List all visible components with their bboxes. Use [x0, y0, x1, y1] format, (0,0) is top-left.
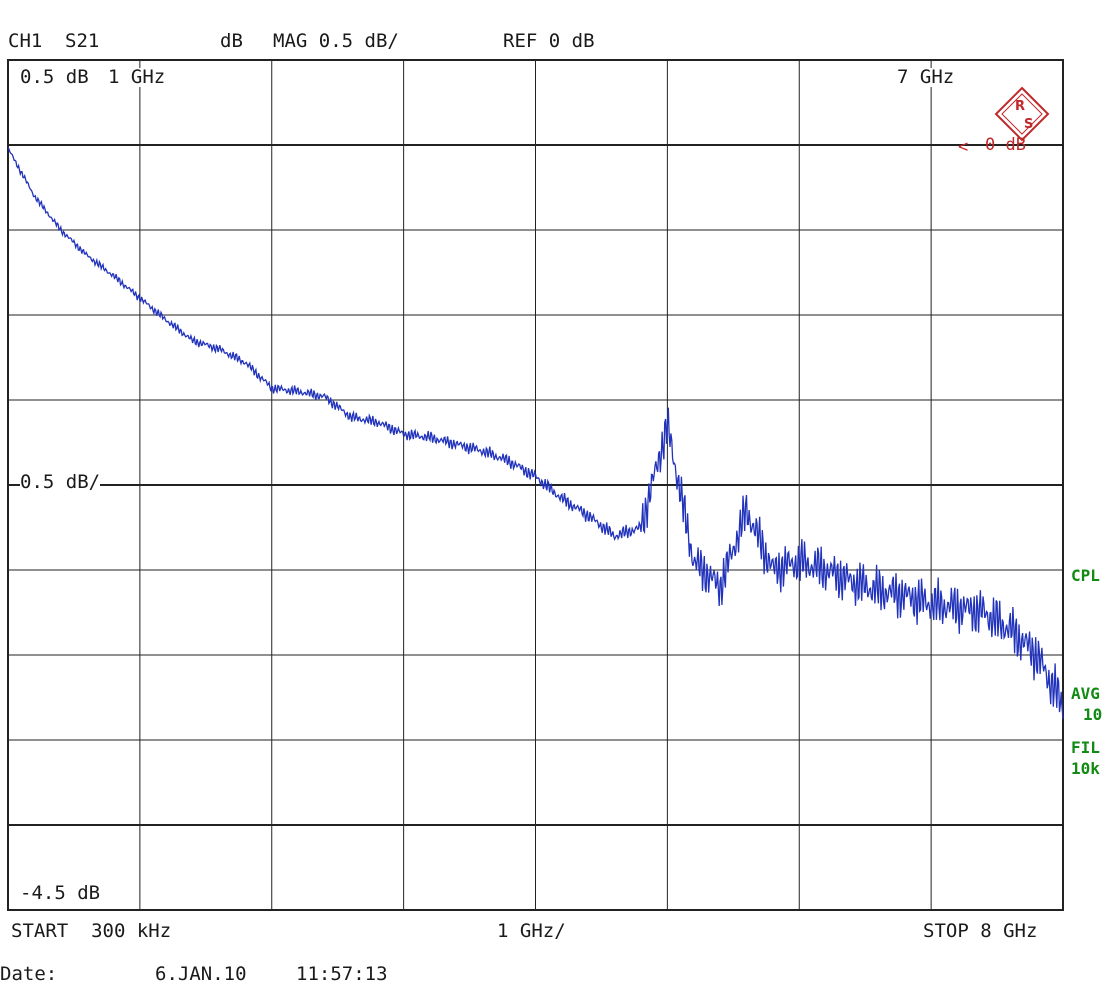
top-scale-label: 0.5 dB — [20, 66, 89, 88]
svg-text:S: S — [1024, 117, 1033, 132]
bottom-scale-label: -4.5 dB — [20, 882, 101, 904]
format-label: dB — [220, 30, 243, 52]
trace-group — [7, 147, 1064, 719]
trace-line-1 — [7, 147, 1064, 719]
time-value: 11:57:13 — [296, 963, 388, 985]
date-label: Date: — [0, 963, 58, 985]
channel-label: CH1 — [8, 30, 43, 52]
fil-label: FIL — [1071, 738, 1100, 757]
start-label: START 300 kHz — [11, 920, 172, 942]
cpl-label: CPL — [1071, 566, 1100, 585]
mid-scale-label: 0.5 dB/ — [20, 471, 101, 493]
svg-text:R: R — [1015, 99, 1025, 114]
marker-7-label: 7 GHz — [897, 66, 955, 88]
grid — [7, 59, 1064, 911]
rs-logo-icon: R S — [994, 86, 1050, 142]
span-label: 1 GHz/ — [497, 920, 566, 942]
fil-value: 10k — [1071, 759, 1100, 778]
parameter-label: S21 — [65, 30, 100, 52]
scale-label: MAG 0.5 dB/ — [273, 30, 399, 52]
avg-label: AVG — [1071, 684, 1100, 703]
date-value: 6.JAN.10 — [155, 963, 247, 985]
ref-marker-arrow: < — [958, 137, 968, 157]
avg-value: 10 — [1083, 705, 1103, 724]
ref-marker-label: 0 dB — [985, 135, 1026, 155]
reference-label: REF 0 dB — [503, 30, 595, 52]
marker-1-label: 1 GHz — [108, 66, 166, 88]
stop-label: STOP 8 GHz — [923, 920, 1038, 942]
